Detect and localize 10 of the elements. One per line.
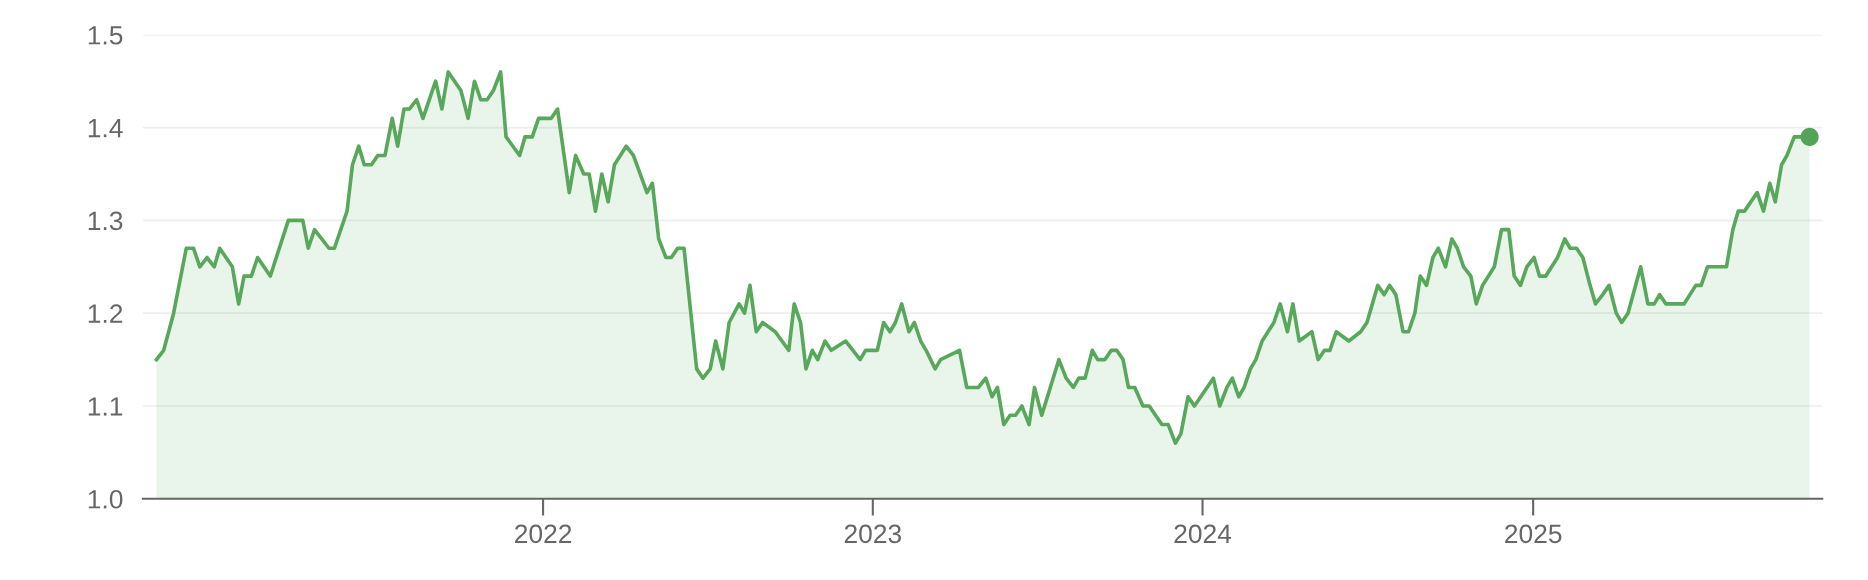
x-tick-label: 2022 xyxy=(515,524,572,544)
y-tick-label: 1.3 xyxy=(88,211,123,231)
y-tick-label: 1.1 xyxy=(88,397,123,416)
y-tick-label: 1.5 xyxy=(88,26,123,45)
y-tick-label: 1.2 xyxy=(88,304,123,323)
x-tick-label: 2023 xyxy=(844,524,902,544)
x-tick-label: 2025 xyxy=(1505,524,1562,544)
y-tick-label: 1.4 xyxy=(88,119,123,138)
y-tick-label: 1.0 xyxy=(88,489,123,509)
x-tick-label: 2024 xyxy=(1174,524,1232,544)
